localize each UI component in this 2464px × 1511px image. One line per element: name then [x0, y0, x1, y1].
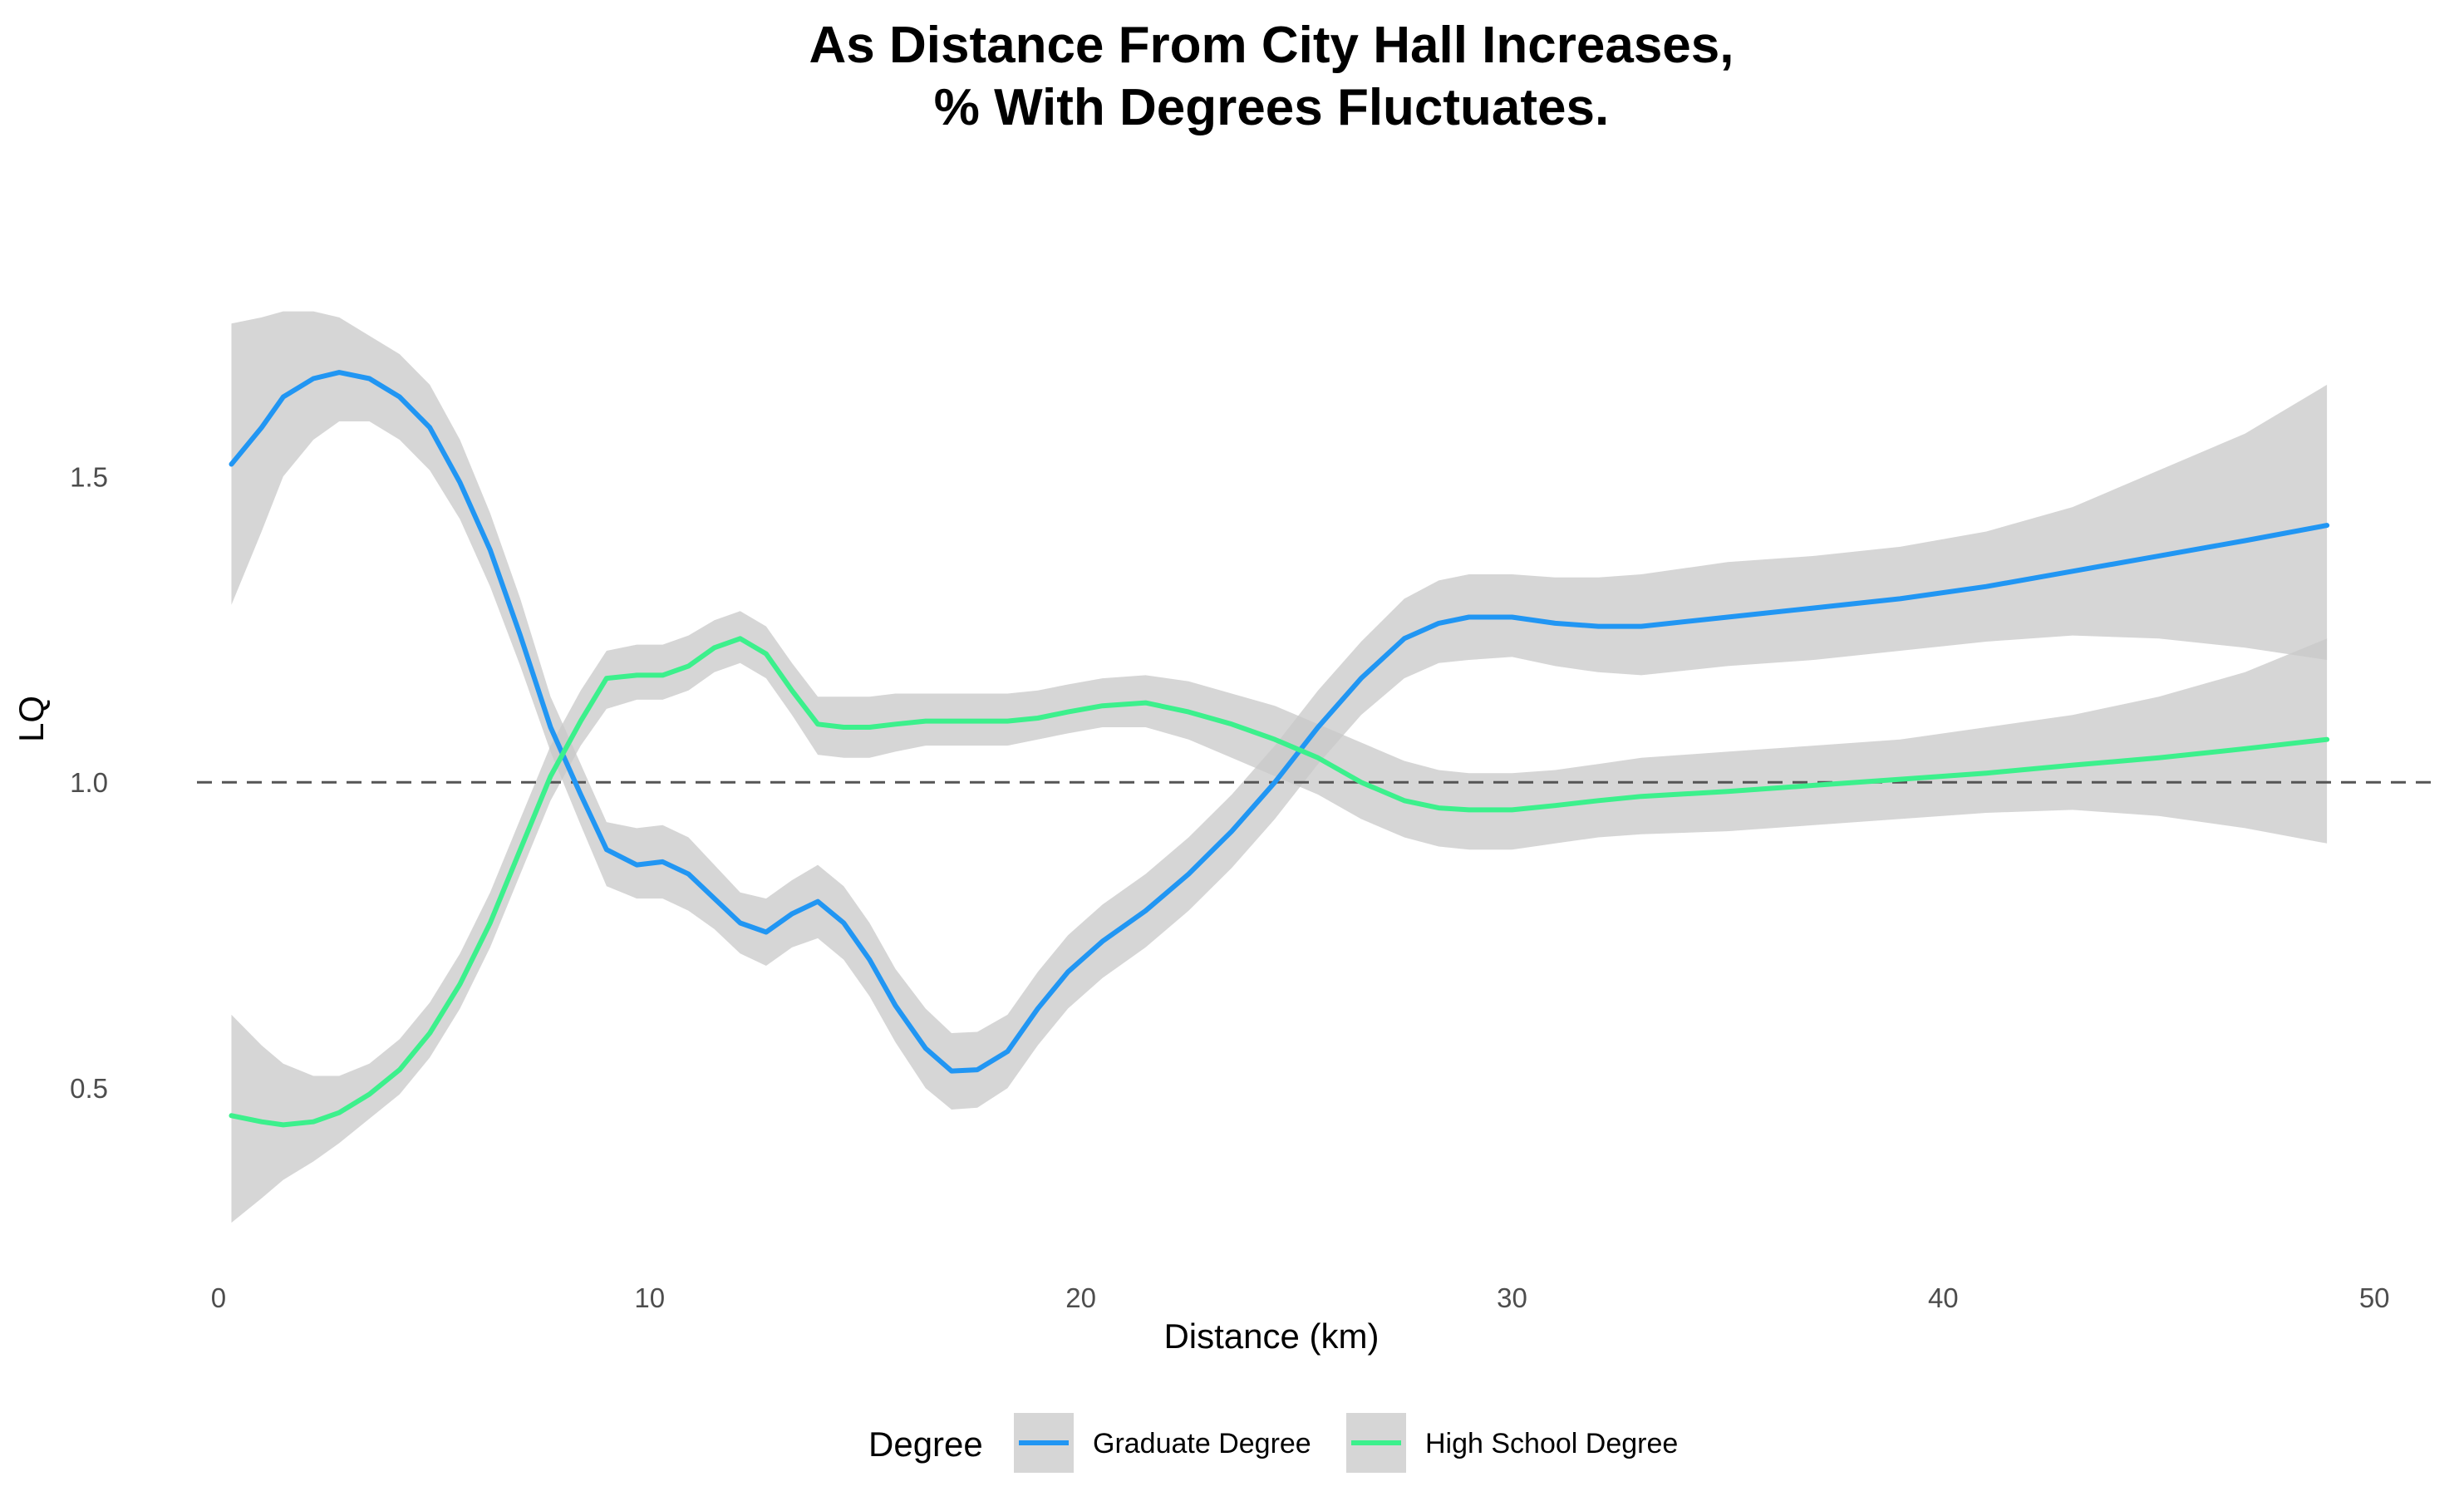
- confidence-bands: [231, 311, 2328, 1223]
- legend-items: Graduate Degree High School Degree: [1014, 1413, 1678, 1473]
- legend: Degree Graduate Degree High School Degree: [868, 1413, 1678, 1473]
- legend-label-graduate-degree: Graduate Degree: [1093, 1428, 1311, 1459]
- x-tick-label: 0: [211, 1282, 226, 1313]
- legend-label-high-school-degree: High School Degree: [1425, 1428, 1678, 1459]
- chart-title-line-1: As Distance From City Hall Increases,: [809, 17, 1734, 74]
- x-tick-label: 50: [2359, 1282, 2390, 1313]
- y-axis-label: LQ: [12, 696, 51, 742]
- y-tick-label: 0.5: [70, 1073, 108, 1104]
- series-lines: [229, 370, 2330, 1128]
- x-axis-label: Distance (km): [1163, 1317, 1379, 1356]
- series-line-high-school-degree: [229, 636, 2330, 1128]
- y-tick-label: 1.5: [70, 461, 108, 492]
- confidence-band-graduate-degree: [231, 311, 2328, 1110]
- x-tick-label: 20: [1065, 1282, 1096, 1313]
- y-tick-label: 1.0: [70, 767, 108, 798]
- chart-title-line-2: % With Degrees Fluctuates.: [934, 79, 1610, 136]
- x-tick-label: 10: [634, 1282, 665, 1313]
- x-axis-ticks: 0 10 20 30 40 50: [211, 1282, 2390, 1313]
- series-line-graduate-degree: [229, 370, 2330, 1074]
- y-axis-ticks: 0.5 1.0 1.5: [70, 461, 108, 1104]
- legend-title: Degree: [868, 1425, 983, 1464]
- x-tick-label: 30: [1497, 1282, 1527, 1313]
- x-tick-label: 40: [1928, 1282, 1959, 1313]
- confidence-band-high-school-degree: [231, 611, 2328, 1223]
